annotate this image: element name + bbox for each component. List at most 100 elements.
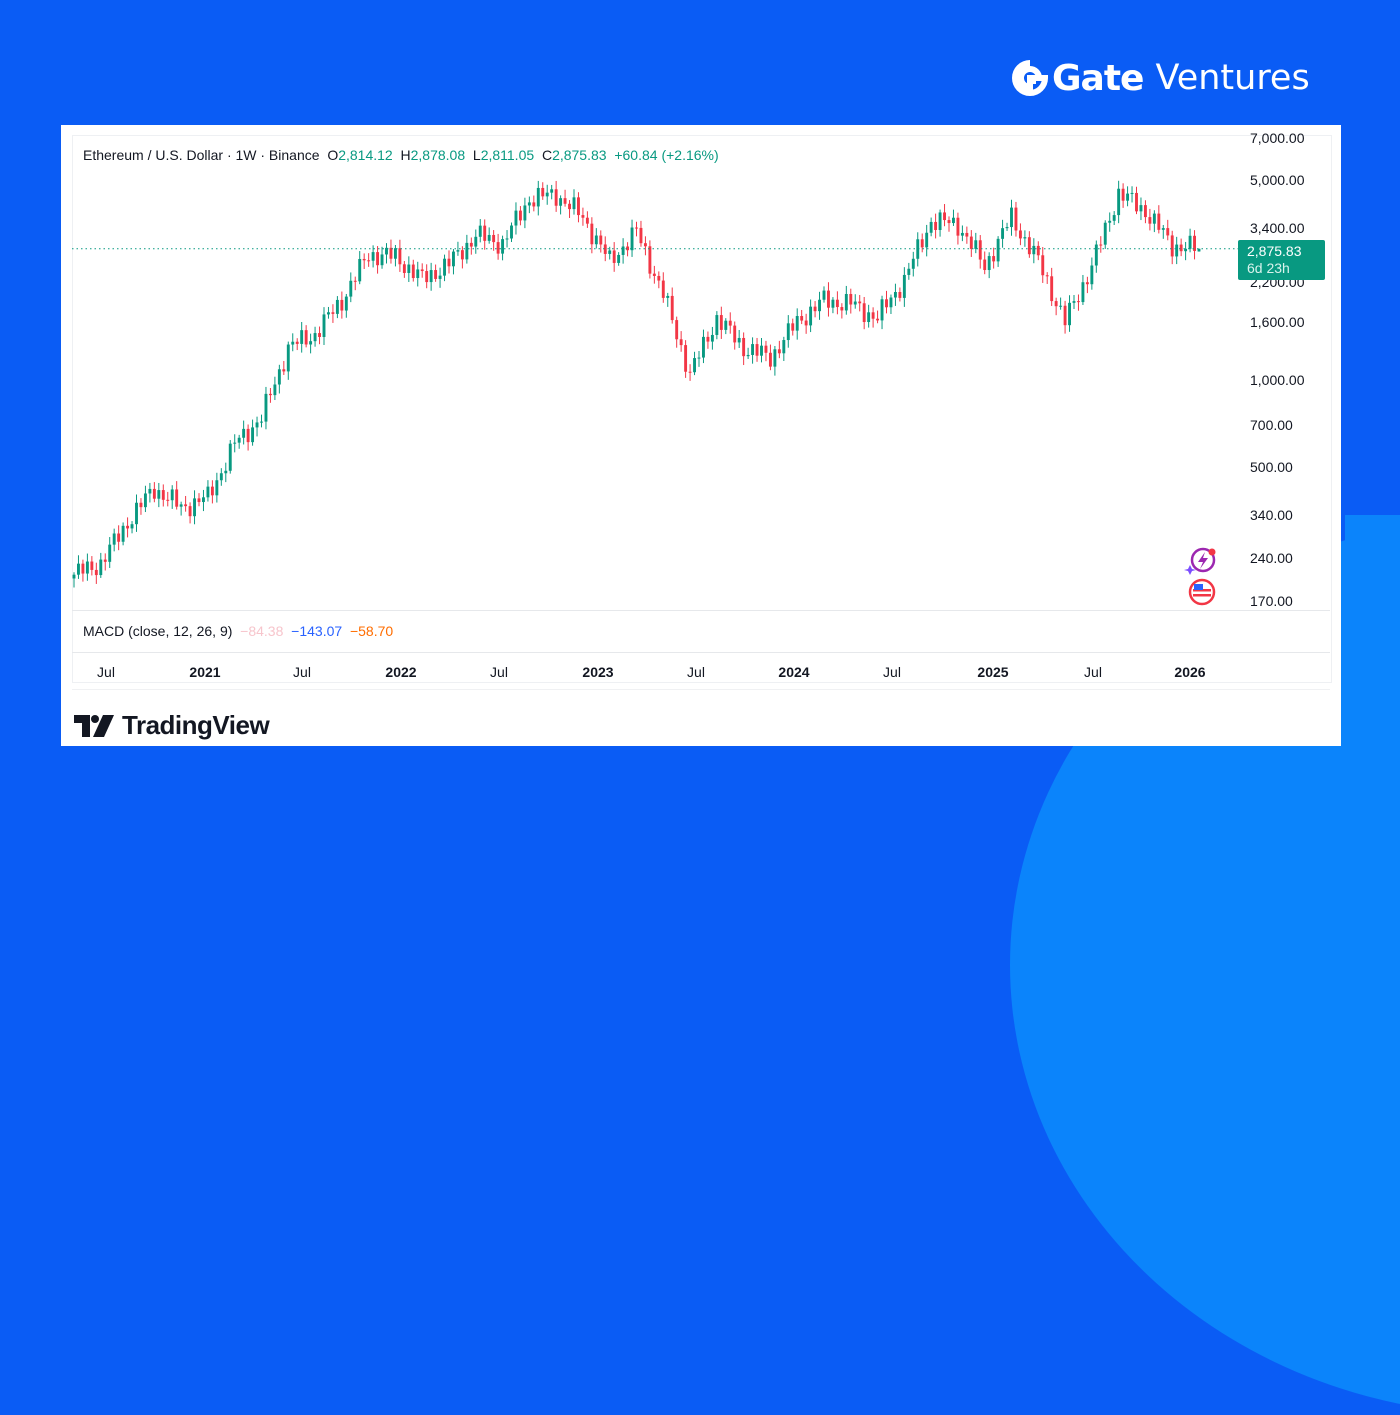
candle	[291, 341, 295, 345]
candle	[103, 559, 107, 562]
time-tick-label: 2023	[582, 664, 614, 680]
candle	[599, 235, 603, 245]
candle	[215, 480, 219, 496]
time-tick-label: 2026	[1174, 664, 1206, 680]
candle	[943, 212, 946, 221]
candle	[590, 223, 594, 245]
candle	[849, 293, 853, 305]
candle	[764, 345, 768, 353]
open-value: 2,814.12	[338, 147, 393, 163]
candle	[407, 264, 411, 273]
macd-pane[interactable]: MACD (close, 12, 26, 9) −84.38 −143.07 −…	[72, 610, 1330, 653]
candle	[219, 473, 223, 481]
lightning-alert-icon[interactable]	[1184, 547, 1216, 576]
close-value: 2,875.83	[552, 147, 607, 163]
candle	[652, 273, 656, 276]
candle	[960, 232, 964, 236]
candle	[108, 544, 112, 562]
time-tick-label: Jul	[490, 664, 508, 680]
background-shape	[1345, 515, 1400, 785]
candle	[130, 524, 134, 529]
gate-logo-icon	[1012, 60, 1048, 96]
candle	[81, 563, 85, 574]
candle	[818, 299, 821, 312]
candle	[670, 295, 674, 321]
candle	[1045, 275, 1049, 277]
candle	[952, 217, 955, 224]
candle	[1018, 230, 1022, 239]
candle	[916, 239, 920, 259]
candle	[251, 427, 255, 443]
candle	[1197, 248, 1201, 252]
candle	[827, 290, 830, 308]
candle	[728, 320, 732, 326]
candle	[768, 352, 772, 367]
candle	[1135, 192, 1138, 212]
candle	[737, 337, 741, 343]
candle	[478, 225, 482, 237]
candle	[465, 242, 469, 260]
time-tick-label: Jul	[293, 664, 311, 680]
brand-gate: Gate	[1052, 57, 1144, 99]
candle	[456, 250, 460, 252]
candle	[1027, 237, 1031, 255]
tradingview-label: TradingView	[122, 710, 270, 740]
candle	[755, 344, 759, 356]
candle	[371, 252, 375, 261]
us-flag-icon[interactable]	[1188, 578, 1216, 606]
candle	[447, 258, 451, 267]
candle	[581, 215, 585, 218]
candle	[255, 422, 259, 428]
candle	[1175, 244, 1179, 257]
candle	[425, 271, 429, 283]
candle	[795, 316, 799, 331]
candle	[193, 498, 196, 517]
candle	[318, 333, 321, 337]
candle	[635, 227, 638, 229]
time-axis[interactable]: Jul 2021 Jul 2022 Jul 2023 Jul 2024 Jul 2025 Jul 20…	[72, 652, 1330, 690]
candle	[1166, 228, 1170, 236]
candle	[1143, 205, 1147, 218]
candle	[175, 489, 179, 507]
candle	[831, 299, 835, 308]
candle	[349, 280, 353, 297]
candle	[706, 336, 710, 342]
candle	[804, 320, 808, 326]
candle	[648, 246, 652, 274]
candle	[1117, 188, 1121, 216]
candle	[1152, 213, 1156, 224]
candle	[697, 357, 701, 359]
time-tick-label: Jul	[883, 664, 901, 680]
candle	[367, 260, 371, 262]
candle	[840, 307, 844, 311]
candle	[907, 268, 911, 275]
candle	[1193, 235, 1196, 251]
candle	[268, 393, 272, 396]
candle	[621, 246, 625, 255]
candle	[483, 225, 487, 241]
low-value: 2,811.05	[480, 147, 535, 163]
candle	[295, 341, 299, 344]
candle	[376, 252, 380, 266]
candle	[992, 256, 996, 262]
candle	[135, 502, 138, 525]
candle	[99, 559, 103, 576]
price-tick-label: 340.00	[1250, 506, 1293, 523]
candle	[1005, 227, 1009, 229]
candle	[152, 488, 156, 499]
candle	[630, 227, 634, 251]
candle	[1014, 207, 1018, 231]
candle	[166, 499, 170, 501]
candle	[947, 220, 951, 224]
candle	[277, 369, 281, 385]
candle	[393, 248, 397, 259]
candle	[532, 202, 536, 207]
candle	[541, 187, 545, 197]
candle	[77, 563, 80, 575]
candle	[389, 247, 393, 259]
candlestick-plot[interactable]	[61, 125, 1250, 610]
macd-signal-value: −58.70	[349, 623, 394, 639]
candle	[1041, 255, 1045, 276]
candle	[179, 504, 183, 507]
candle	[1112, 215, 1116, 221]
